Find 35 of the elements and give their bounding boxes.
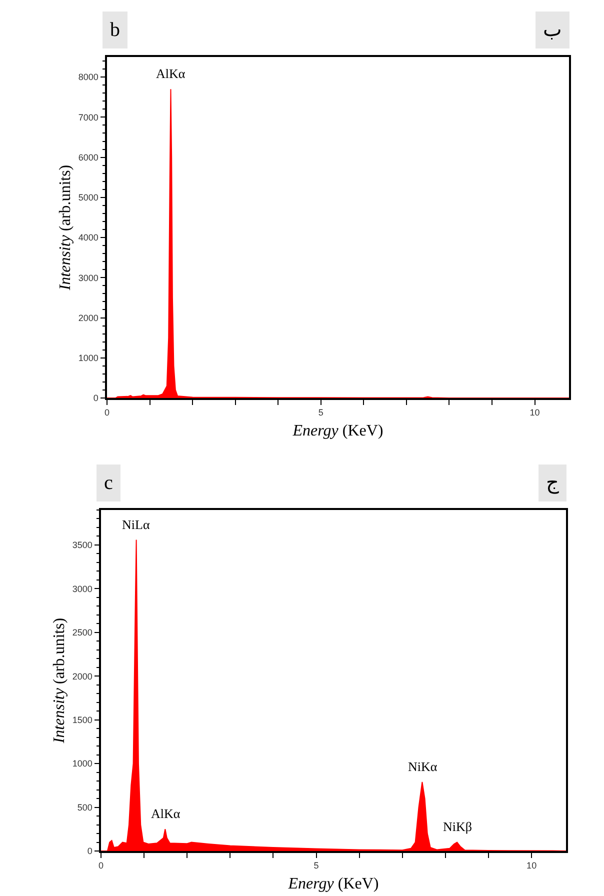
y-tick-label: 0 [93, 393, 98, 404]
y-axis-title: Intensity (arb.units) [50, 618, 68, 744]
y-tick-label: 0 [87, 846, 92, 856]
annotation: NiKβ [443, 819, 472, 834]
x-tick-label: 10 [530, 408, 540, 418]
y-tick-label: 2000 [78, 312, 98, 323]
y-tick-label: 3000 [72, 584, 92, 594]
y-tick-label: 7000 [78, 112, 98, 122]
y-tick-label: 8000 [78, 72, 98, 82]
text: c [104, 472, 113, 494]
y-tick-label: 3500 [72, 540, 92, 550]
y-tick-label: 6000 [78, 152, 98, 162]
y-tick-label: 1000 [78, 353, 98, 364]
y-tick-label: 5000 [78, 192, 98, 203]
x-tick-label: 5 [314, 860, 319, 871]
x-axis-title: Energy (KeV) [292, 422, 384, 440]
x-tick-label: 0 [104, 408, 110, 418]
annotation: NiLα [122, 517, 150, 532]
annotation: NiKα [408, 759, 438, 774]
y-axis-title: Intensity (arb.units) [56, 164, 74, 292]
y-tick-label: 2500 [72, 628, 92, 638]
text: ب [543, 19, 562, 41]
y-tick-label: 2000 [72, 671, 92, 682]
x-tick-label: 10 [526, 860, 537, 871]
text: ج [546, 472, 559, 494]
y-tick-label: 4000 [78, 232, 98, 243]
y-tick-label: 3000 [78, 272, 98, 283]
y-tick-label: 1000 [72, 758, 92, 769]
y-tick-label: 1500 [72, 715, 92, 725]
text: b [110, 19, 120, 41]
annotation: AlKα [151, 806, 180, 821]
annotation: AlKα [156, 66, 186, 81]
x-axis-title: Energy (KeV) [287, 876, 379, 893]
x-tick-label: 5 [318, 408, 324, 418]
y-tick-label: 500 [77, 802, 92, 812]
